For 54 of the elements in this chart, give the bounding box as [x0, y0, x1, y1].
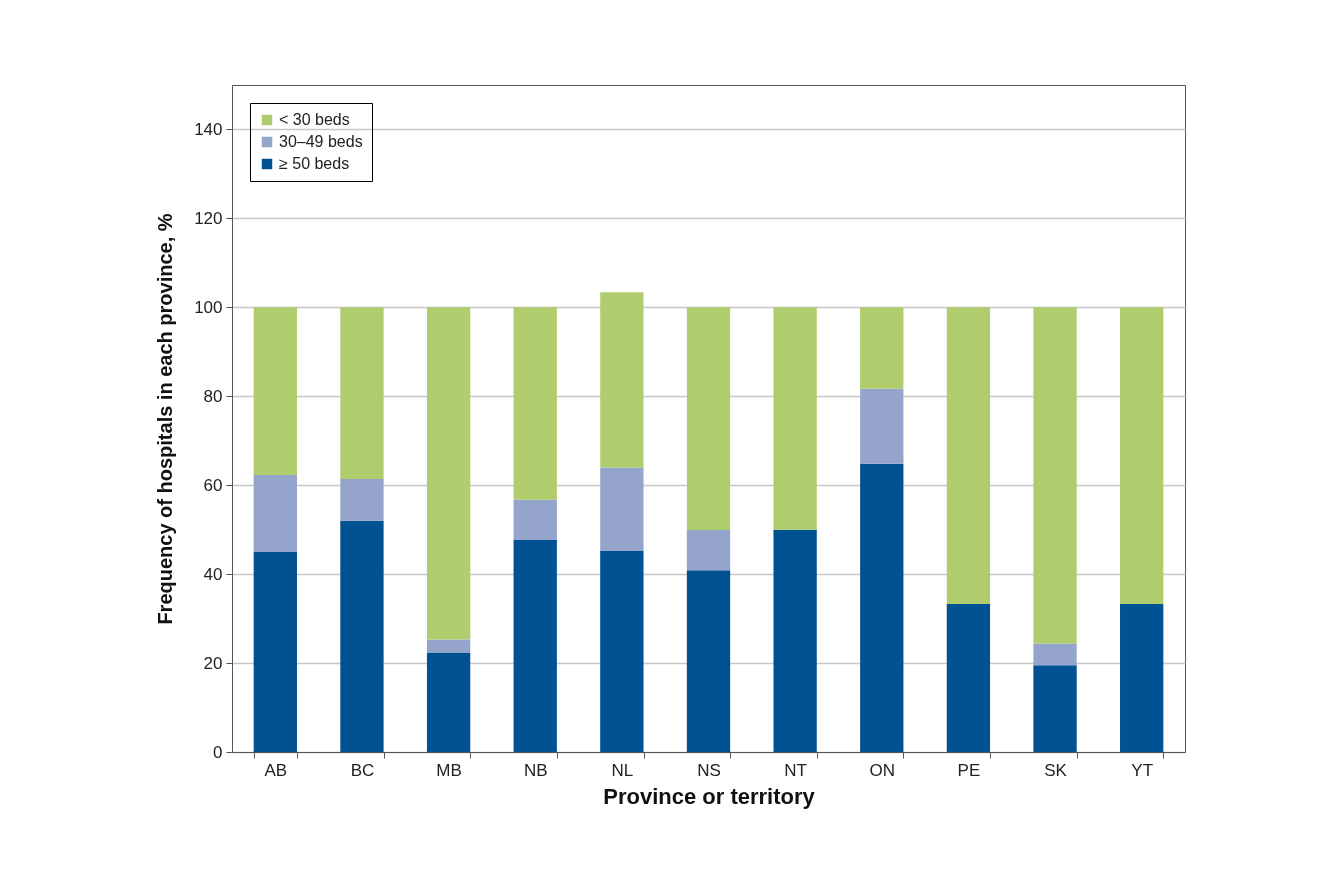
y-tick-label: 120	[194, 208, 223, 228]
bar	[860, 307, 904, 389]
bar	[600, 551, 644, 752]
bar	[860, 463, 904, 752]
y-axis-title: Frequency of hospitals in each province, %	[154, 213, 177, 625]
bar	[513, 307, 557, 500]
y-tick-label: 80	[203, 386, 223, 406]
bar	[773, 307, 817, 530]
x-tick-label: NT	[784, 760, 807, 780]
bar	[513, 499, 557, 540]
bar	[686, 307, 731, 531]
bar	[426, 307, 471, 640]
bar	[1033, 665, 1077, 752]
bar	[773, 529, 817, 752]
bar	[946, 307, 991, 604]
legend-label: ≥ 50 beds	[279, 155, 350, 172]
legend-label: 30–49 beds	[279, 133, 363, 150]
legend-label: < 30 beds	[279, 111, 350, 128]
x-tick-label: ON	[869, 760, 896, 780]
y-tick-label: 20	[203, 653, 223, 673]
bar	[600, 292, 644, 468]
x-tick-label: NL	[611, 760, 634, 780]
y-tick-label: 100	[194, 297, 223, 317]
bar	[600, 467, 644, 552]
y-tick-label: 140	[194, 119, 223, 139]
y-tick-label: 60	[203, 475, 223, 495]
x-tick-label: PE	[957, 760, 981, 780]
x-tick-label: YT	[1131, 760, 1154, 780]
y-tick-label: 40	[203, 564, 223, 584]
bar	[1033, 643, 1077, 666]
y-tick-label: 0	[213, 742, 223, 762]
bar	[253, 474, 297, 552]
x-tick-label: BC	[350, 760, 375, 780]
x-tick-label: SK	[1044, 760, 1068, 780]
x-tick-label: AB	[264, 760, 288, 780]
bar	[426, 639, 471, 653]
bar	[686, 570, 731, 752]
bar	[340, 478, 384, 521]
bar	[253, 551, 297, 752]
bar	[340, 520, 384, 752]
bar	[513, 539, 557, 752]
x-tick-label: NB	[523, 760, 548, 780]
bar	[686, 530, 731, 571]
bar	[1033, 307, 1077, 644]
bar	[860, 388, 904, 464]
bar	[340, 307, 384, 479]
bar	[1120, 307, 1164, 604]
bar	[426, 652, 471, 752]
bar	[946, 603, 991, 752]
bar	[253, 307, 297, 475]
x-tick-label: NS	[697, 760, 721, 780]
bar	[1120, 603, 1164, 752]
x-axis-title: Province or territory	[603, 783, 816, 809]
x-tick-label: MB	[436, 760, 462, 780]
